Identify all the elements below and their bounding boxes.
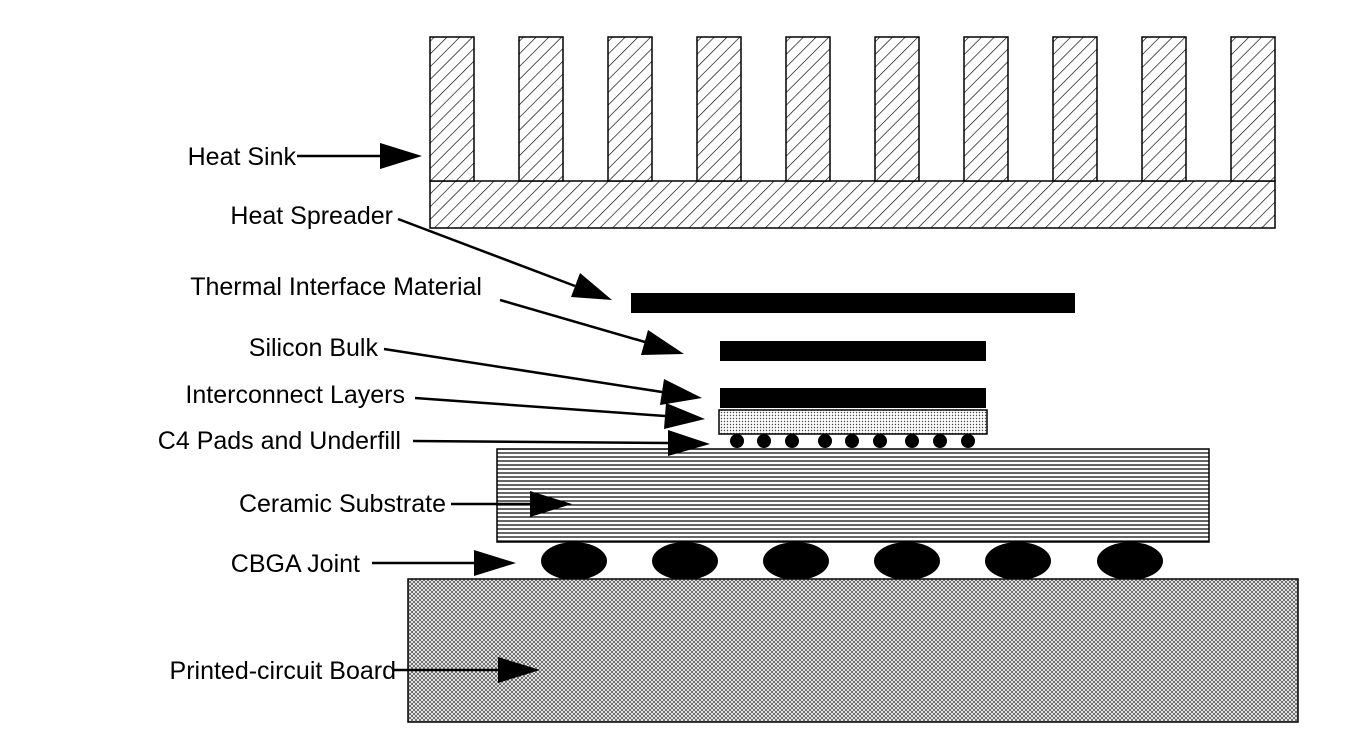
heat-sink-fin <box>518 36 564 182</box>
c4-pad <box>757 434 771 448</box>
cbga-joint <box>763 542 829 580</box>
heat-sink-fin <box>607 36 653 182</box>
arrow-heat-sink <box>297 143 422 169</box>
cbga-joint <box>541 542 607 580</box>
heat-spreader-layer <box>631 293 1075 313</box>
printed-circuit-board <box>407 578 1299 723</box>
arrow-c4 <box>412 430 710 456</box>
label-heat-spreader: Heat Spreader <box>230 202 393 230</box>
heat-sink-fin <box>963 36 1009 182</box>
silicon-bulk-layer <box>720 388 986 408</box>
arrow-heat-spreader <box>397 217 612 300</box>
arrow-pcb <box>392 657 540 683</box>
heat-sink-fin <box>785 36 831 182</box>
arrow-silicon-bulk <box>383 347 702 405</box>
c4-pad <box>961 434 975 448</box>
heat-sink-fin <box>874 36 920 182</box>
label-ceramic-substrate: Ceramic Substrate <box>239 490 446 518</box>
interconnect-layer <box>718 409 988 435</box>
cbga-joint <box>1097 542 1163 580</box>
label-heat-sink: Heat Sink <box>188 143 297 171</box>
arrow-tim <box>499 298 684 355</box>
cbga-joint <box>985 542 1051 580</box>
c4-pad <box>933 434 947 448</box>
c4-pad <box>785 434 799 448</box>
heat-sink-base <box>429 180 1276 229</box>
ceramic-substrate <box>496 448 1210 543</box>
heat-sink-fin <box>429 36 475 182</box>
cbga-joint <box>874 542 940 580</box>
arrow-interconnect <box>414 396 705 429</box>
heat-sink-fin <box>1141 36 1187 182</box>
arrow-ceramic <box>451 491 572 517</box>
label-c4-pads: C4 Pads and Underfill <box>158 427 401 455</box>
c4-pad <box>845 434 859 448</box>
label-cbga-joint: CBGA Joint <box>231 550 360 578</box>
arrow-cbga <box>372 550 516 576</box>
heat-sink <box>429 36 1276 229</box>
c4-pad <box>730 434 744 448</box>
c4-pad <box>905 434 919 448</box>
heat-sink-fin <box>696 36 742 182</box>
cbga-joints <box>541 542 1163 580</box>
label-thermal-interface-material: Thermal Interface Material <box>190 273 482 301</box>
heat-sink-fin <box>1052 36 1098 182</box>
label-printed-circuit-board: Printed-circuit Board <box>170 657 396 685</box>
c4-pad <box>818 434 832 448</box>
label-interconnect-layers: Interconnect Layers <box>185 381 405 409</box>
arrows <box>297 143 710 683</box>
label-silicon-bulk: Silicon Bulk <box>249 334 379 362</box>
heat-sink-fin <box>1230 36 1276 182</box>
thermal-interface-layer <box>720 341 986 361</box>
cbga-joint <box>652 542 718 580</box>
c4-pads <box>730 434 975 448</box>
c4-pad <box>873 434 887 448</box>
